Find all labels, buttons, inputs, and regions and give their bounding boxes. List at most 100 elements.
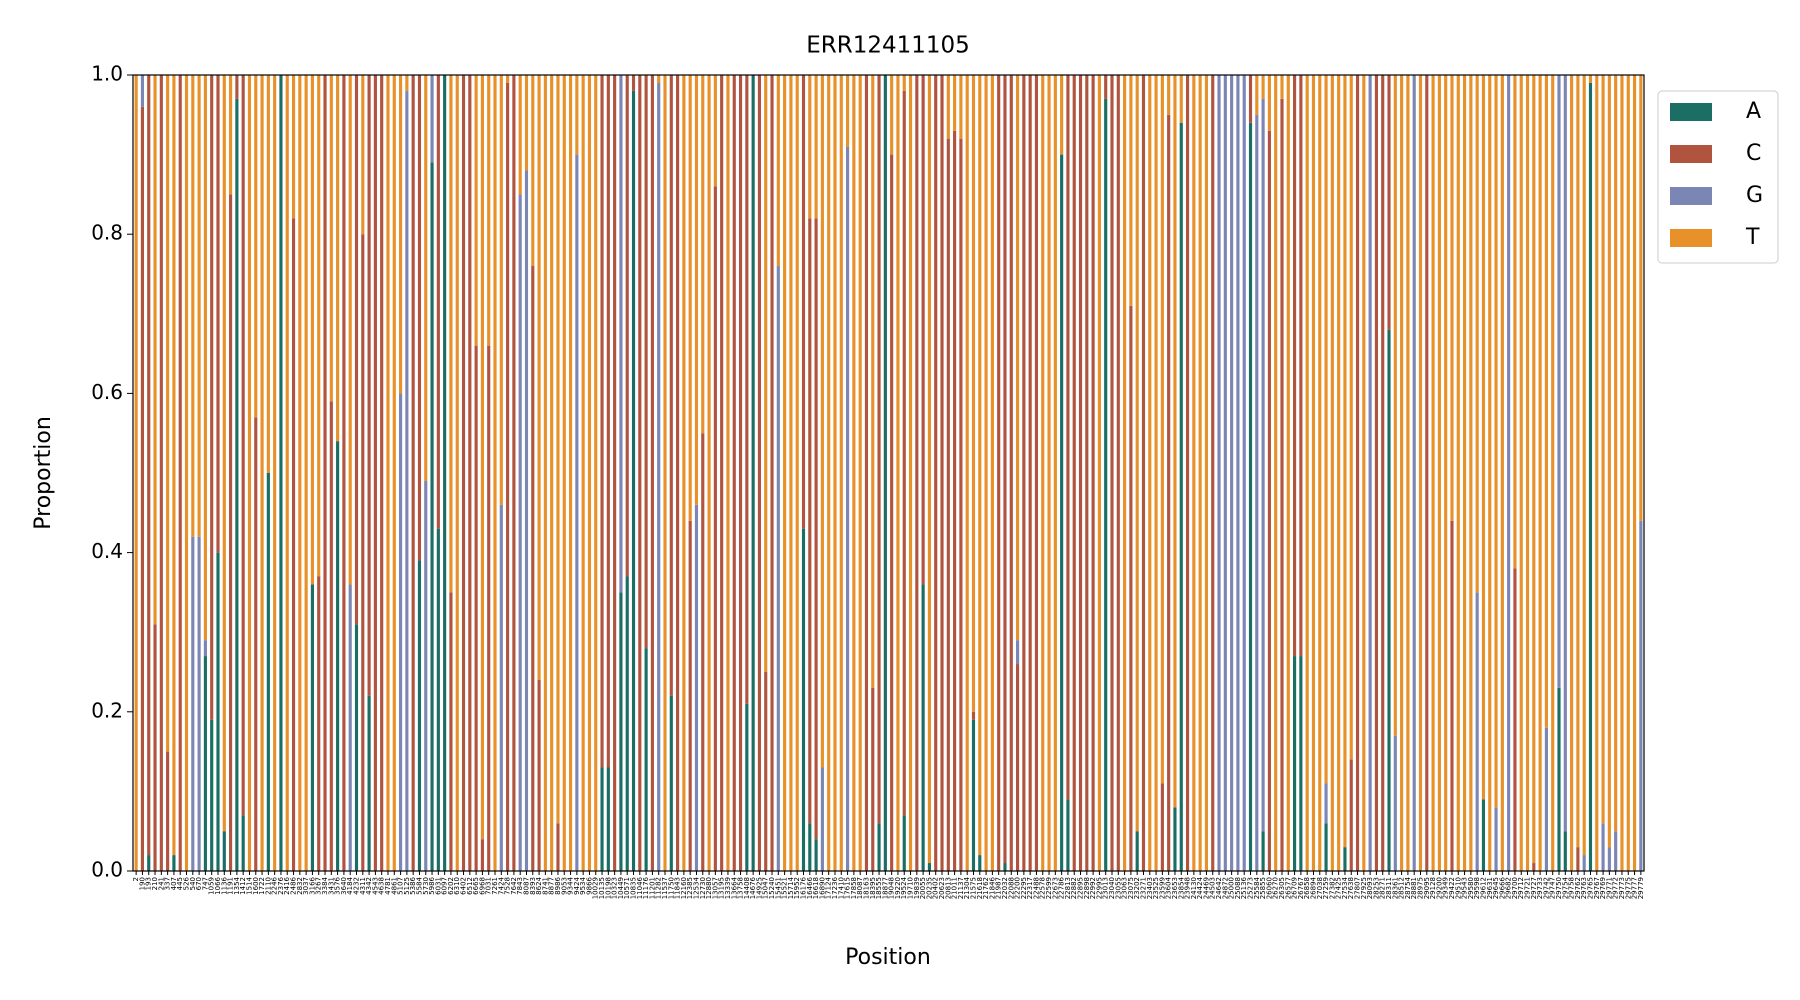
x-tick-label: 22295 [1020,877,1028,899]
x-tick-label: 1191 [227,877,235,895]
bar-segment [499,75,503,505]
x-tick-label: 29721 [1524,877,1532,899]
bar-segment [1632,75,1637,871]
bar-segment [537,75,541,680]
x-tick-label: 17615 [844,877,852,899]
bar-segment [1387,329,1391,872]
bar-segment [694,75,699,505]
x-tick-label: 5107 [397,877,405,895]
bar-segment [367,75,371,696]
bar-segment [1450,75,1454,521]
bar-segment [1223,75,1227,871]
bar-segment [871,687,875,871]
bar-segment [764,75,768,672]
bar-segment [147,75,151,856]
bar-segment [1261,75,1265,99]
x-tick-label: 22317 [1026,877,1034,899]
x-tick-label: 26894 [1309,876,1317,899]
bar-segment [1028,75,1032,871]
x-tick-label: 5386 [409,876,417,894]
x-tick-label: 19839 [913,877,921,899]
bar-segment [216,75,220,553]
bar-segment [669,75,673,696]
bar-segment [1349,759,1353,871]
bar-segment [644,75,648,649]
bar-segment [1267,75,1271,131]
x-tick-label: 670 [195,877,203,890]
bar-segment [323,75,327,871]
bar-segment [839,75,843,871]
bar-segment [229,75,233,195]
bar-segment [279,75,283,871]
bar-segment [1160,783,1164,871]
bar-segment [877,75,881,824]
x-tick-label: 29762 [1574,877,1582,899]
bar-segment [266,473,270,871]
bar-segment [732,75,736,871]
bar-segment [235,98,239,871]
bar-segment [575,154,579,872]
x-tick-label: 20055 [919,877,927,899]
x-tick-label: 21618 [976,877,984,899]
legend-swatch [1670,145,1712,163]
bar-segment [348,584,352,871]
x-tick-label: 18877 [881,877,889,899]
bar-segment [764,672,768,871]
bar-segment [1582,855,1586,871]
bar-segment [310,584,315,871]
bar-segment [216,552,220,871]
x-tick-label: 12730 [699,877,707,899]
bar-segment [1248,75,1253,123]
bar-segment [902,90,906,816]
x-tick-label: 26060 [1265,877,1273,899]
bar-segment [1022,75,1026,871]
bar-segment [745,75,749,704]
bar-segment [814,75,818,219]
x-tick-label: 28881 [1410,877,1418,899]
bar-segment [1513,75,1517,569]
x-tick-label: 24872 [1221,877,1229,899]
bar-segment [820,767,824,871]
x-tick-label: 11201 [648,877,656,899]
bar-segment [1374,75,1379,871]
bar-segment [1192,75,1196,871]
x-tick-label: 1412 [239,877,247,895]
x-tick-label: 11176 [642,876,650,899]
x-tick-label: 28271 [1379,877,1387,899]
x-tick-label: 29128 [1429,877,1437,899]
bar-segment [1230,75,1234,871]
bar-segment [1217,75,1221,871]
bar-segment [1305,75,1309,871]
x-tick-label: 22200 [1014,877,1022,899]
bar-segment [1293,656,1297,871]
x-tick-label: 13758 [737,877,745,899]
bar-segment [417,75,422,561]
bar-segment [1368,75,1372,871]
x-tick-label: 6512 [466,877,474,895]
x-tick-label: 25273 [1247,877,1255,899]
bar-segment [1450,520,1454,871]
x-tick-label: 2246 [271,876,279,894]
x-tick-label: 6097 [441,877,449,895]
x-tick-label: 23063 [1121,877,1129,899]
bar-segment [449,75,453,593]
bar-segment [1343,75,1347,848]
x-tick-label: 14925 [755,877,763,899]
bar-segment [971,75,976,712]
x-tick-label: 22032 [1001,877,1009,899]
bar-segment [386,75,390,871]
bar-segment [1538,75,1542,871]
bar-segment [1179,122,1183,871]
x-tick-label: 23525 [1152,877,1160,899]
x-tick-label: 3384 [321,876,329,894]
bar-segment [1614,75,1618,832]
x-tick-label: 20813 [944,877,952,899]
bar-segment [1462,75,1467,871]
bar-segment [1167,75,1171,115]
x-tick-label: 20402 [932,877,940,899]
bar-segment [1337,75,1341,871]
x-tick-label: 10198 [604,877,612,899]
bar-segment [140,106,145,872]
x-tick-label: 445 [176,877,184,890]
x-tick-label: 23271 [1139,877,1147,899]
